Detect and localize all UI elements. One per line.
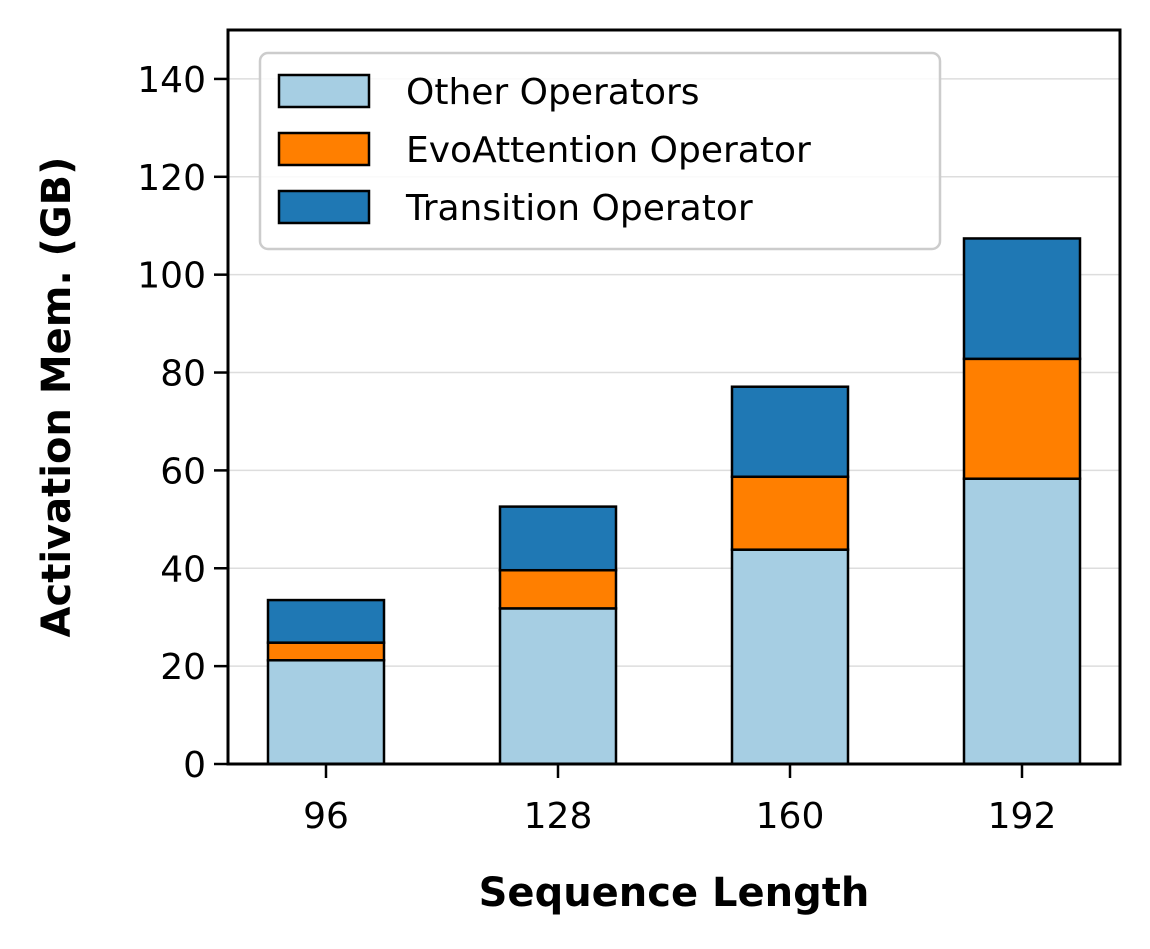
bar-segment-other bbox=[962, 477, 1082, 766]
legend: Other Operators EvoAttention Operator Tran… bbox=[258, 51, 942, 251]
y-tick-label: 0 bbox=[183, 745, 206, 786]
legend-swatch bbox=[277, 73, 371, 109]
legend-label: EvoAttention Operator bbox=[406, 130, 811, 171]
bar-segment-transition bbox=[962, 237, 1082, 361]
y-tick-label: 80 bbox=[160, 354, 206, 395]
x-axis-title: Sequence Length bbox=[479, 870, 870, 916]
legend-swatch bbox=[277, 189, 371, 225]
bar-segment-transition bbox=[266, 598, 386, 644]
legend-label: Other Operators bbox=[406, 72, 700, 113]
x-tick-label: 128 bbox=[524, 796, 593, 837]
x-tick-label: 160 bbox=[756, 796, 825, 837]
bar-segment-transition bbox=[730, 385, 850, 479]
bar-segment-evoattention bbox=[498, 568, 618, 610]
bar-segment-other bbox=[498, 607, 618, 766]
bar-segment-evoattention bbox=[730, 475, 850, 551]
legend-box bbox=[258, 51, 942, 251]
bar-segment-evoattention bbox=[266, 641, 386, 662]
y-axis: 0 20 40 60 80 100 120 140 bbox=[137, 60, 228, 786]
y-tick-label: 140 bbox=[137, 60, 206, 101]
legend-swatch bbox=[277, 131, 371, 167]
x-tick-label: 192 bbox=[988, 796, 1057, 837]
bar-segment-other bbox=[266, 659, 386, 766]
x-tick-label: 96 bbox=[303, 796, 349, 837]
y-tick-label: 20 bbox=[160, 647, 206, 688]
y-tick-label: 40 bbox=[160, 549, 206, 590]
bar-segment-evoattention bbox=[962, 357, 1082, 480]
bar-segment-other bbox=[730, 548, 850, 766]
plot-frame bbox=[226, 28, 1122, 766]
y-axis-title: Activation Mem. (GB) bbox=[34, 157, 80, 638]
x-axis: 96 128 160 192 bbox=[303, 764, 1056, 837]
bar-segment-transition bbox=[498, 505, 618, 572]
bars bbox=[266, 237, 1082, 766]
y-tick-label: 120 bbox=[137, 158, 206, 199]
legend-label: Transition Operator bbox=[405, 188, 753, 229]
y-tick-label: 100 bbox=[137, 256, 206, 297]
y-tick-label: 60 bbox=[160, 451, 206, 492]
